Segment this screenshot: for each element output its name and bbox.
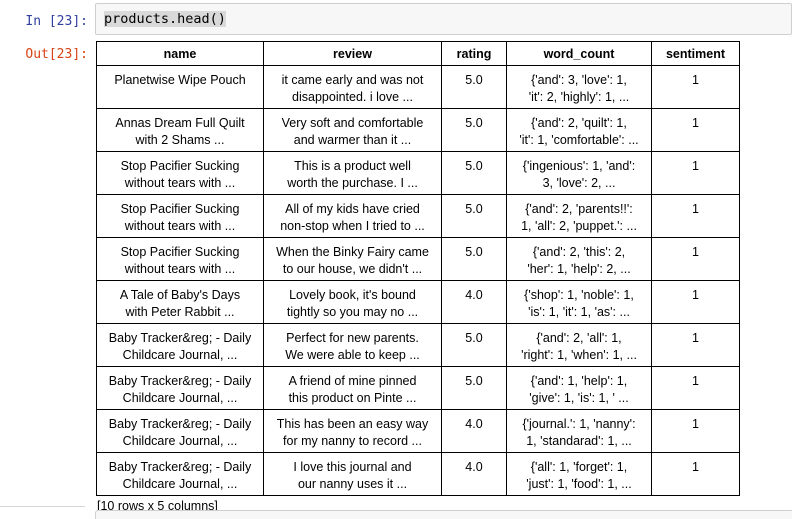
- code-input[interactable]: products.head(): [95, 3, 792, 35]
- cell-review: All of my kids have cried non-stop when …: [263, 194, 442, 238]
- cell-name: Baby Tracker&reg; - Daily Childcare Jour…: [96, 409, 264, 453]
- cell-name: Baby Tracker&reg; - Daily Childcare Jour…: [96, 323, 264, 367]
- cell-rating: 4.0: [441, 280, 507, 324]
- cell-name: Baby Tracker&reg; - Daily Childcare Jour…: [96, 366, 264, 410]
- cell-sentiment: 1: [651, 366, 740, 410]
- table-row: Stop Pacifier Sucking without tears with…: [96, 151, 740, 195]
- table-row: Baby Tracker&reg; - Daily Childcare Jour…: [96, 452, 740, 496]
- cell-word-count: {'all': 1, 'forget': 1, 'just': 1, 'food…: [506, 452, 652, 496]
- column-header-rating: rating: [441, 41, 507, 66]
- cell-word-count: {'ingenious': 1, 'and': 3, 'love': 2, ..…: [506, 151, 652, 195]
- table-row: Stop Pacifier Sucking without tears with…: [96, 194, 740, 238]
- dataframe-output: name review rating word_count sentiment …: [96, 41, 740, 513]
- cell-sentiment: 1: [651, 280, 740, 324]
- next-cell-input[interactable]: [95, 510, 792, 519]
- cell-rating: 5.0: [441, 237, 507, 281]
- cell-rating: 5.0: [441, 323, 507, 367]
- cell-name: Planetwise Wipe Pouch: [96, 65, 264, 109]
- cell-sentiment: 1: [651, 323, 740, 367]
- table-row: Planetwise Wipe Pouch it came early and …: [96, 65, 740, 109]
- cell-rating: 5.0: [441, 65, 507, 109]
- cell-review: This has been an easy way for my nanny t…: [263, 409, 442, 453]
- table-row: A Tale of Baby's Days with Peter Rabbit …: [96, 280, 740, 324]
- cell-word-count: {'and': 2, 'quilt': 1, 'it': 1, 'comfort…: [506, 108, 652, 152]
- cell-review: This is a product well worth the purchas…: [263, 151, 442, 195]
- cell-sentiment: 1: [651, 452, 740, 496]
- output-cell: Out[23]: name review rating word_count s…: [0, 41, 792, 513]
- cell-review: Lovely book, it's bound tightly so you m…: [263, 280, 442, 324]
- cell-divider: [0, 506, 85, 507]
- table-row: Baby Tracker&reg; - Daily Childcare Jour…: [96, 323, 740, 367]
- cell-review: Perfect for new parents. We were able to…: [263, 323, 442, 367]
- cell-rating: 5.0: [441, 151, 507, 195]
- code-text[interactable]: products.head(): [104, 11, 226, 27]
- cell-name: Baby Tracker&reg; - Daily Childcare Jour…: [96, 452, 264, 496]
- dataframe-table: name review rating word_count sentiment …: [96, 41, 740, 496]
- column-header-sentiment: sentiment: [651, 41, 740, 66]
- cell-sentiment: 1: [651, 194, 740, 238]
- column-header-word-count: word_count: [506, 41, 652, 66]
- cell-name: A Tale of Baby's Days with Peter Rabbit …: [96, 280, 264, 324]
- column-header-review: review: [263, 41, 442, 66]
- cell-word-count: {'and': 3, 'love': 1, 'it': 2, 'highly':…: [506, 65, 652, 109]
- cell-sentiment: 1: [651, 65, 740, 109]
- cell-rating: 5.0: [441, 366, 507, 410]
- cell-rating: 4.0: [441, 452, 507, 496]
- cell-review: A friend of mine pinned this product on …: [263, 366, 442, 410]
- cell-word-count: {'and': 2, 'parents!!': 1, 'all': 2, 'pu…: [506, 194, 652, 238]
- table-row: Annas Dream Full Quilt with 2 Shams ... …: [96, 108, 740, 152]
- cell-word-count: {'and': 2, 'all': 1, 'right': 1, 'when':…: [506, 323, 652, 367]
- table-row: Baby Tracker&reg; - Daily Childcare Jour…: [96, 366, 740, 410]
- cell-rating: 5.0: [441, 194, 507, 238]
- cell-rating: 4.0: [441, 409, 507, 453]
- cell-review: When the Binky Fairy came to our house, …: [263, 237, 442, 281]
- table-header-row: name review rating word_count sentiment: [96, 41, 740, 66]
- cell-name: Annas Dream Full Quilt with 2 Shams ...: [96, 108, 264, 152]
- cell-sentiment: 1: [651, 151, 740, 195]
- column-header-name: name: [96, 41, 264, 66]
- table-row: Stop Pacifier Sucking without tears with…: [96, 237, 740, 281]
- cell-word-count: {'shop': 1, 'noble': 1, 'is': 1, 'it': 1…: [506, 280, 652, 324]
- dataframe-shape-note: [10 rows x 5 columns]: [97, 499, 218, 513]
- out-prompt: Out[23]:: [25, 47, 88, 62]
- cell-review: Very soft and comfortable and warmer tha…: [263, 108, 442, 152]
- cell-word-count: {'journal.': 1, 'nanny': 1, 'standarad':…: [506, 409, 652, 453]
- cell-review: it came early and was not disappointed. …: [263, 65, 442, 109]
- in-prompt: In [23]:: [25, 14, 88, 29]
- cell-name: Stop Pacifier Sucking without tears with…: [96, 194, 264, 238]
- cell-review: I love this journal and our nanny uses i…: [263, 452, 442, 496]
- code-cell: In [23]: products.head(): [0, 0, 792, 35]
- cell-sentiment: 1: [651, 237, 740, 281]
- cell-name: Stop Pacifier Sucking without tears with…: [96, 151, 264, 195]
- cell-word-count: {'and': 2, 'this': 2, 'her': 1, 'help': …: [506, 237, 652, 281]
- cell-word-count: {'and': 1, 'help': 1, 'give': 1, 'is': 1…: [506, 366, 652, 410]
- cell-sentiment: 1: [651, 409, 740, 453]
- table-row: Baby Tracker&reg; - Daily Childcare Jour…: [96, 409, 740, 453]
- cell-rating: 5.0: [441, 108, 507, 152]
- cell-name: Stop Pacifier Sucking without tears with…: [96, 237, 264, 281]
- cell-sentiment: 1: [651, 108, 740, 152]
